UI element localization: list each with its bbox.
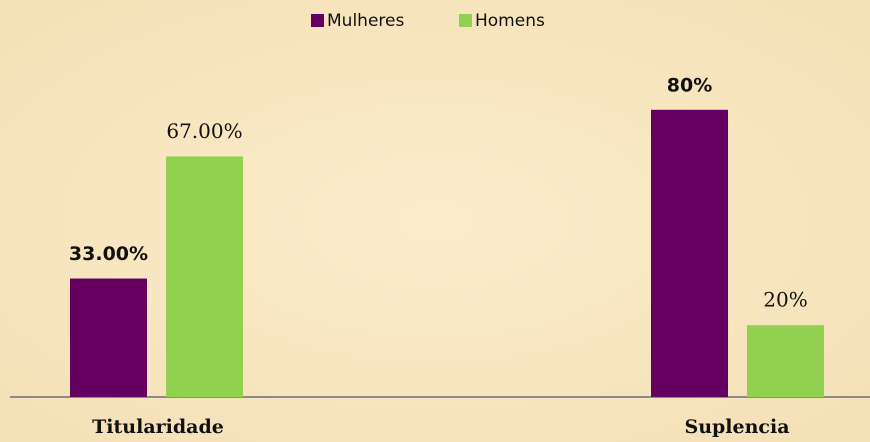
x-tick-label: Titularidade <box>92 416 224 438</box>
bar <box>651 109 728 398</box>
legend-label: Homens <box>475 11 545 31</box>
value-label: 33.00% <box>69 243 148 265</box>
x-tick-label: Suplencia <box>684 416 789 438</box>
value-label: 20% <box>763 288 807 312</box>
bar <box>70 278 147 397</box>
bar <box>166 156 243 397</box>
legend-swatch <box>311 14 324 27</box>
value-label: 67.00% <box>166 119 242 143</box>
legend-label: Mulheres <box>327 11 404 31</box>
value-label: 80% <box>667 74 712 96</box>
bar <box>747 325 824 397</box>
legend-swatch <box>459 14 472 27</box>
